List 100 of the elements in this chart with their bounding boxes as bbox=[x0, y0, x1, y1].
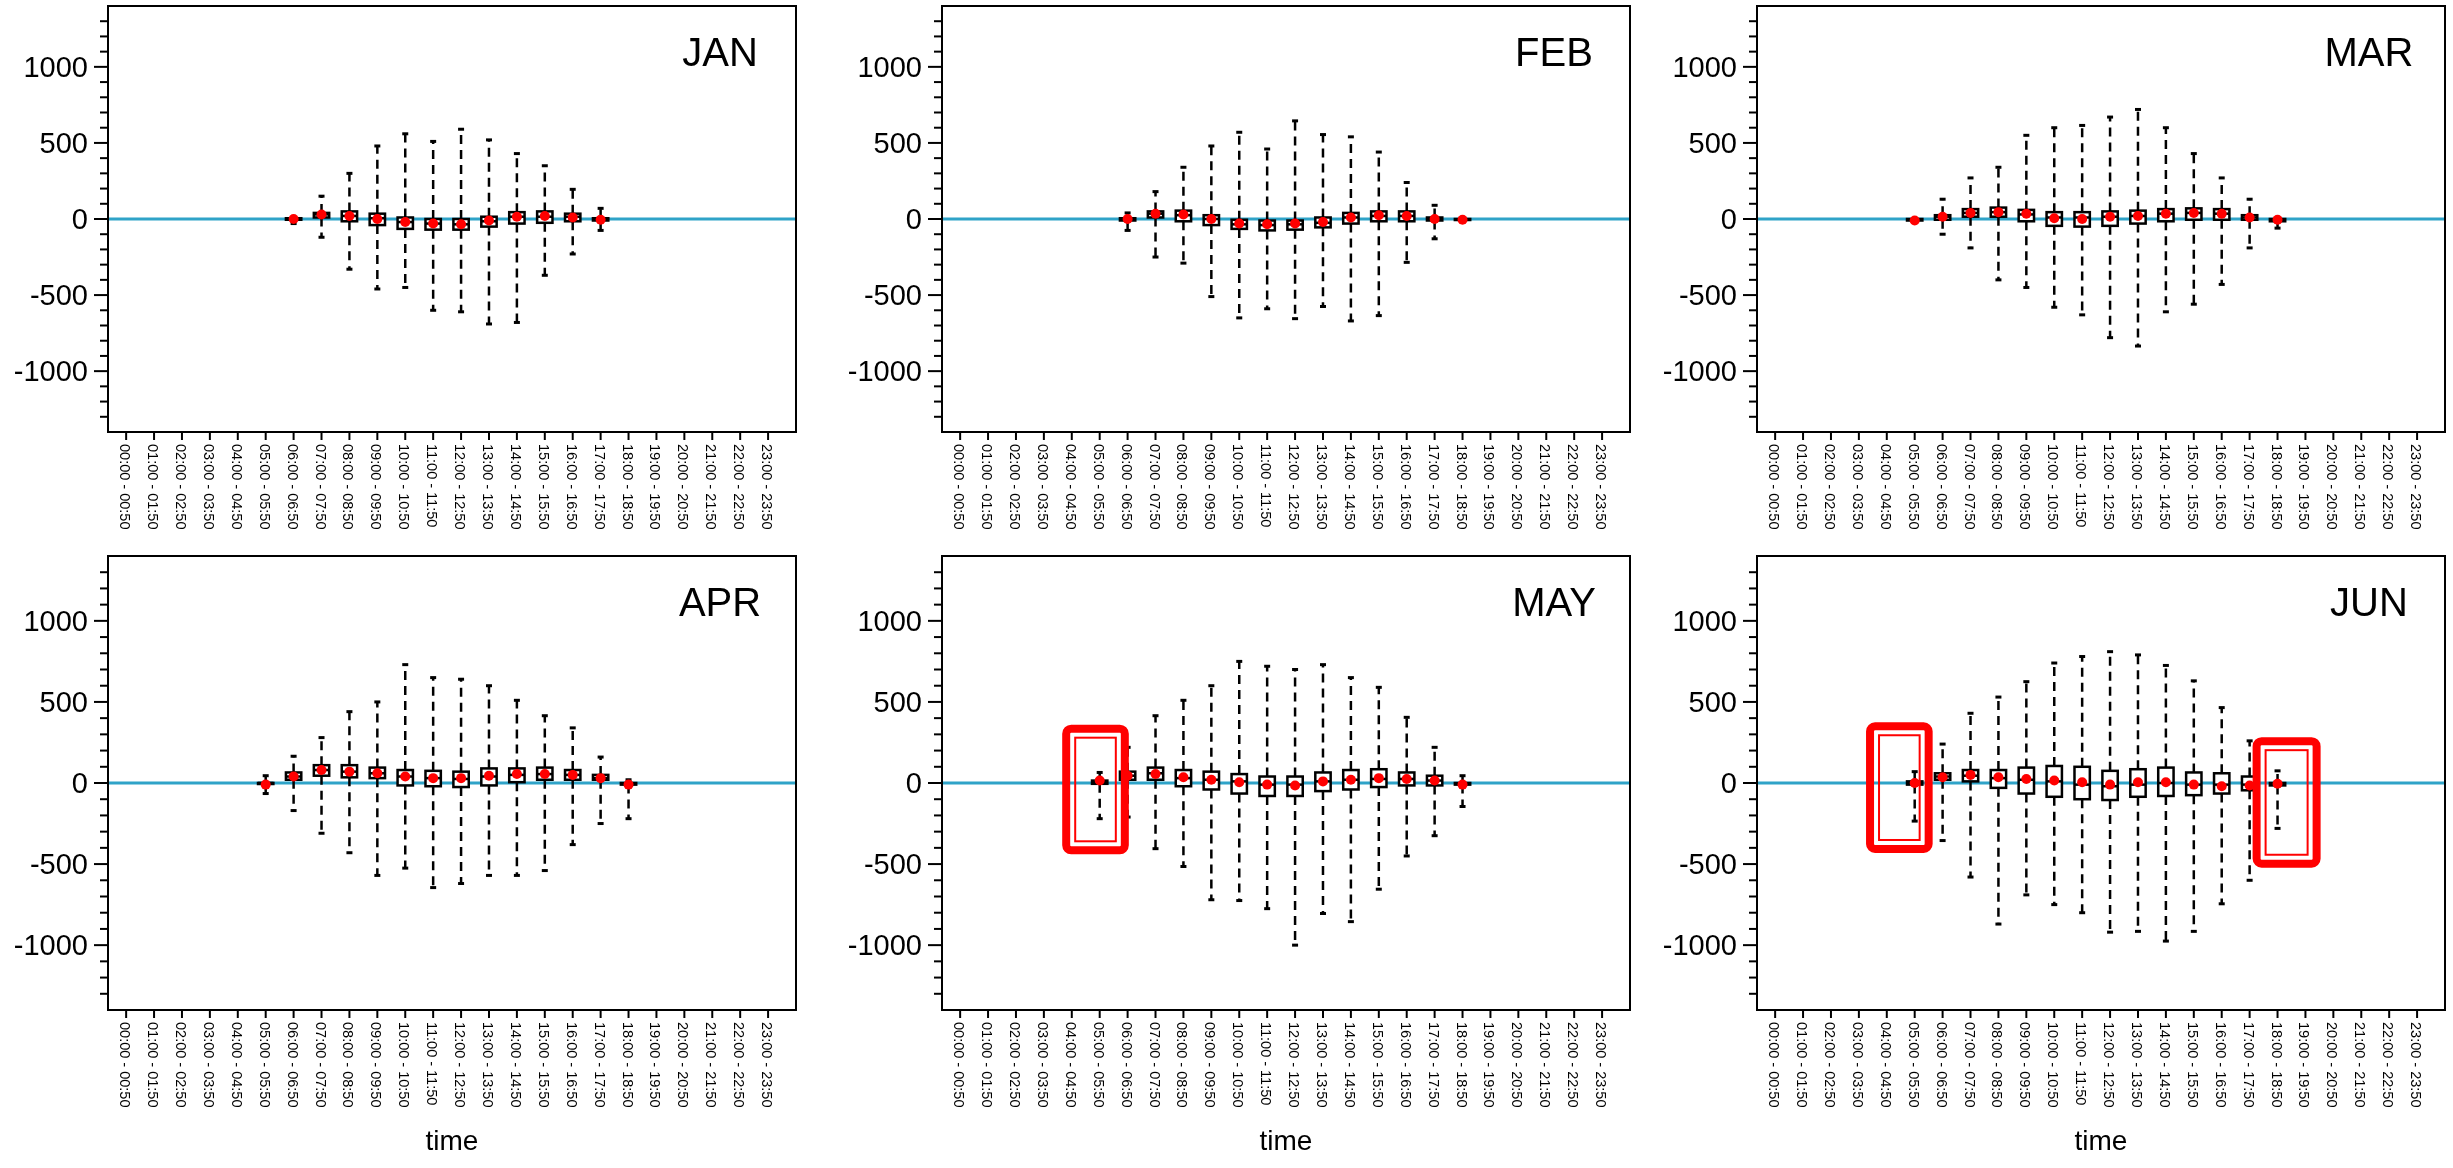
x-tick-label: 11:00 - 11:50 bbox=[1258, 1022, 1275, 1106]
x-tick-label: 01:00 - 01:50 bbox=[979, 444, 996, 530]
x-tick-label: 21:00 - 21:50 bbox=[1537, 444, 1554, 530]
x-tick-label: 13:00 - 13:50 bbox=[479, 444, 496, 530]
x-tick-label: 07:00 - 07:50 bbox=[1146, 1022, 1163, 1108]
y-tick-label: 0 bbox=[1720, 203, 1737, 236]
x-axis-title: time bbox=[1259, 1125, 1313, 1156]
x-tick-label: 23:00 - 23:50 bbox=[2408, 1022, 2425, 1108]
x-tick-label: 22:00 - 22:50 bbox=[2380, 444, 2397, 530]
x-tick-label: 12:00 - 12:50 bbox=[2101, 1022, 2118, 1108]
y-tick-label: 1000 bbox=[857, 605, 922, 638]
x-tick-label: 21:00 - 21:50 bbox=[703, 1022, 720, 1108]
x-tick-label: 01:00 - 01:50 bbox=[1794, 1022, 1811, 1108]
x-tick-label: 02:00 - 02:50 bbox=[1821, 444, 1838, 530]
y-tick-label: 1000 bbox=[1672, 605, 1737, 638]
x-tick-label: 00:00 - 00:50 bbox=[1766, 1022, 1783, 1108]
x-tick-label: 02:00 - 02:50 bbox=[172, 1022, 189, 1108]
y-tick-label: -500 bbox=[29, 279, 88, 312]
text: MAR bbox=[2324, 30, 2414, 74]
x-tick-label: 13:00 - 13:50 bbox=[2128, 1022, 2145, 1108]
x-tick-label: 02:00 - 02:50 bbox=[1821, 1022, 1838, 1108]
x-tick-label: 08:00 - 08:50 bbox=[340, 444, 357, 530]
x-tick-label: 19:00 - 19:50 bbox=[647, 1022, 664, 1108]
x-tick-label: 23:00 - 23:50 bbox=[1593, 1022, 1610, 1108]
x-tick-label: 02:00 - 02:50 bbox=[172, 444, 189, 530]
x-tick-label: 06:00 - 06:50 bbox=[1933, 1022, 1950, 1108]
y-tick-label: 1000 bbox=[857, 51, 922, 84]
x-axis-title: time bbox=[425, 1125, 479, 1156]
y-tick-label: 500 bbox=[1688, 127, 1737, 160]
y-tick-label: 0 bbox=[1720, 767, 1737, 800]
y-tick-label: -500 bbox=[863, 848, 922, 881]
y-tick-label: 1000 bbox=[23, 605, 88, 638]
text: JAN bbox=[682, 30, 758, 74]
x-tick-label: 04:00 - 04:50 bbox=[1062, 444, 1079, 530]
y-tick-label: -500 bbox=[29, 848, 88, 881]
x-tick-label: 11:00 - 11:50 bbox=[424, 1022, 441, 1106]
y-tick-label: -1000 bbox=[13, 355, 88, 388]
x-tick-label: 13:00 - 13:50 bbox=[479, 1022, 496, 1108]
x-tick-label: 19:00 - 19:50 bbox=[2296, 444, 2313, 530]
x-tick-label: 10:00 - 10:50 bbox=[396, 444, 413, 530]
x-tick-label: 14:00 - 14:50 bbox=[2156, 444, 2173, 530]
x-tick-label: 03:00 - 03:50 bbox=[200, 444, 217, 530]
x-tick-label: 11:00 - 11:50 bbox=[424, 444, 441, 528]
x-tick-label: 10:00 - 10:50 bbox=[2045, 1022, 2062, 1108]
x-tick-label: 08:00 - 08:50 bbox=[1174, 1022, 1191, 1108]
x-tick-label: 17:00 - 17:50 bbox=[2240, 444, 2257, 530]
x-tick-label: 07:00 - 07:50 bbox=[1961, 444, 1978, 530]
x-tick-label: 09:00 - 09:50 bbox=[1202, 1022, 1219, 1108]
x-tick-label: 01:00 - 01:50 bbox=[145, 444, 162, 530]
x-tick-label: 11:00 - 11:50 bbox=[2073, 1022, 2090, 1106]
x-tick-label: 16:00 - 16:50 bbox=[1397, 444, 1414, 530]
text: JUN bbox=[2330, 580, 2408, 624]
x-tick-label: 01:00 - 01:50 bbox=[979, 1022, 996, 1108]
x-tick-label: 12:00 - 12:50 bbox=[1286, 444, 1303, 530]
x-tick-label: 12:00 - 12:50 bbox=[2101, 444, 2118, 530]
y-tick-label: 0 bbox=[71, 767, 88, 800]
x-tick-label: 17:00 - 17:50 bbox=[2240, 1022, 2257, 1108]
x-tick-label: 20:00 - 20:50 bbox=[2324, 1022, 2341, 1108]
x-tick-label: 16:00 - 16:50 bbox=[2212, 444, 2229, 530]
x-tick-label: 00:00 - 00:50 bbox=[951, 444, 968, 530]
x-tick-label: 08:00 - 08:50 bbox=[1174, 444, 1191, 530]
x-tick-label: 06:00 - 06:50 bbox=[284, 444, 301, 530]
x-tick-label: 10:00 - 10:50 bbox=[396, 1022, 413, 1108]
x-tick-label: 23:00 - 23:50 bbox=[759, 444, 776, 530]
x-tick-label: 08:00 - 08:50 bbox=[340, 1022, 357, 1108]
x-tick-label: 05:00 - 05:50 bbox=[1090, 444, 1107, 530]
x-tick-label: 18:00 - 18:50 bbox=[619, 1022, 636, 1108]
y-tick-label: -1000 bbox=[1662, 929, 1737, 962]
x-tick-label: 07:00 - 07:50 bbox=[312, 1022, 329, 1108]
x-tick-label: 12:00 - 12:50 bbox=[1286, 1022, 1303, 1108]
x-tick-label: 07:00 - 07:50 bbox=[1961, 1022, 1978, 1108]
x-tick-label: 09:00 - 09:50 bbox=[2017, 444, 2034, 530]
y-tick-label: 500 bbox=[873, 127, 922, 160]
y-tick-label: -500 bbox=[863, 279, 922, 312]
x-tick-label: 15:00 - 15:50 bbox=[2184, 1022, 2201, 1108]
x-tick-label: 10:00 - 10:50 bbox=[1230, 444, 1247, 530]
y-tick-label: 1000 bbox=[1672, 51, 1737, 84]
y-tick-label: 0 bbox=[905, 203, 922, 236]
x-tick-label: 22:00 - 22:50 bbox=[731, 1022, 748, 1108]
x-tick-label: 07:00 - 07:50 bbox=[312, 444, 329, 530]
x-tick-label: 15:00 - 15:50 bbox=[1369, 444, 1386, 530]
x-tick-label: 21:00 - 21:50 bbox=[2352, 444, 2369, 530]
x-tick-label: 01:00 - 01:50 bbox=[1794, 444, 1811, 530]
x-tick-label: 16:00 - 16:50 bbox=[563, 444, 580, 530]
x-tick-label: 15:00 - 15:50 bbox=[1369, 1022, 1386, 1108]
x-tick-label: 11:00 - 11:50 bbox=[1258, 444, 1275, 528]
x-tick-label: 04:00 - 04:50 bbox=[228, 1022, 245, 1108]
x-tick-label: 19:00 - 19:50 bbox=[2296, 1022, 2313, 1108]
y-tick-label: -500 bbox=[1678, 848, 1737, 881]
y-tick-label: -500 bbox=[1678, 279, 1737, 312]
x-tick-label: 02:00 - 02:50 bbox=[1006, 1022, 1023, 1108]
x-tick-label: 23:00 - 23:50 bbox=[2408, 444, 2425, 530]
x-tick-label: 01:00 - 01:50 bbox=[145, 1022, 162, 1108]
x-tick-label: 11:00 - 11:50 bbox=[2073, 444, 2090, 528]
x-tick-label: 13:00 - 13:50 bbox=[1313, 1022, 1330, 1108]
x-tick-label: 17:00 - 17:50 bbox=[1425, 1022, 1442, 1108]
x-tick-label: 04:00 - 04:50 bbox=[1877, 1022, 1894, 1108]
x-tick-label: 19:00 - 19:50 bbox=[647, 444, 664, 530]
x-tick-label: 05:00 - 05:50 bbox=[1905, 1022, 1922, 1108]
x-tick-label: 06:00 - 06:50 bbox=[1933, 444, 1950, 530]
